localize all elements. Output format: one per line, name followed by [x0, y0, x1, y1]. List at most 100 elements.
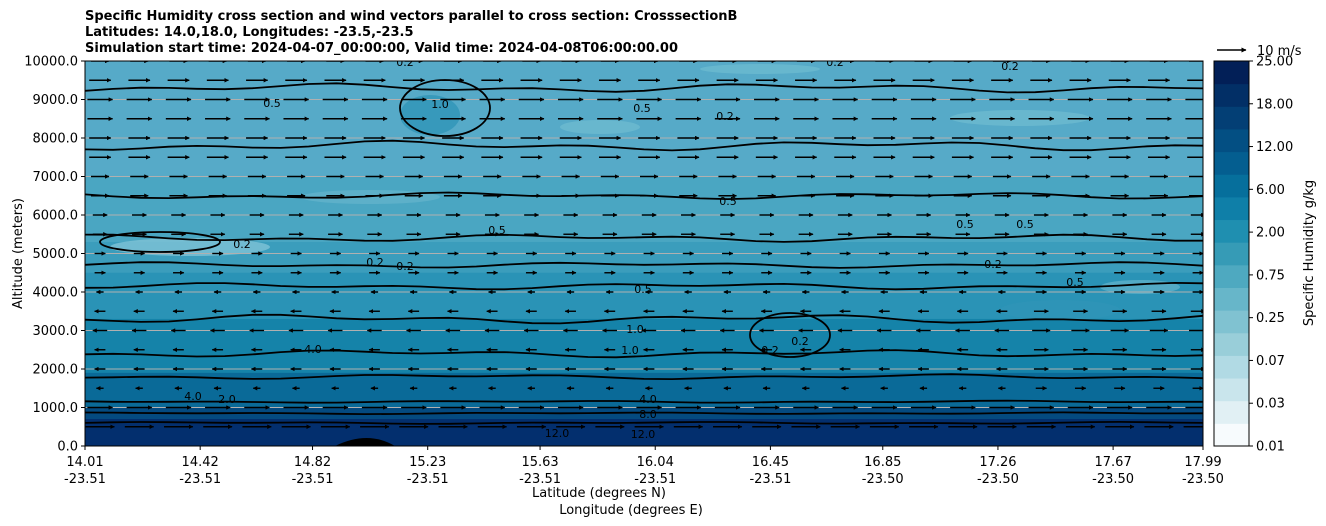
colorbar-tick-label: 18.00 — [1256, 97, 1293, 112]
wind-reference-label: 10 m/s — [1257, 44, 1302, 59]
contour-label: 1.0 — [431, 98, 449, 111]
colorbar-tick-label: 0.01 — [1256, 440, 1285, 455]
x-tick-label-lon: -23.50 — [977, 472, 1019, 487]
x-tick-label-lon: -23.51 — [749, 472, 791, 487]
x-tick-label-lon: -23.51 — [407, 472, 449, 487]
contour-line — [85, 233, 1203, 243]
contour-label: 0.5 — [1066, 276, 1084, 289]
humidity-patch — [700, 64, 820, 74]
y-tick-label: 6000.0 — [33, 209, 79, 224]
x-tick-label-lon: -23.50 — [1182, 472, 1224, 487]
contour-label: 0.2 — [791, 335, 809, 348]
colorbar-segment — [1214, 423, 1249, 447]
x-tick-label-lon: -23.51 — [634, 472, 676, 487]
colorbar-segment — [1214, 174, 1249, 198]
x-tick-label-lat: 17.99 — [1184, 455, 1221, 470]
x-tick-label-lat: 14.01 — [66, 455, 103, 470]
x-tick-label-lat: 14.82 — [294, 455, 331, 470]
x-tick-label-lat: 16.04 — [637, 455, 674, 470]
contour-line — [85, 313, 1203, 325]
colorbar-segment — [1214, 400, 1249, 424]
contour-loop — [749, 312, 831, 358]
colorbar-segment — [1214, 196, 1249, 221]
x-axis-label-lat: Latitude (degrees N) — [532, 486, 666, 501]
humidity-patch — [560, 120, 640, 134]
contour-label: 0.2 — [984, 258, 1002, 271]
chart-subtitle-lat-lon: Latitudes: 14.0,18.0, Longitudes: -23.5,… — [85, 25, 414, 40]
colorbar-tick-label: 6.00 — [1256, 183, 1285, 198]
x-tick-label-lat: 17.67 — [1095, 455, 1132, 470]
colorbar-tick-label: 0.75 — [1256, 268, 1285, 283]
contour-label: 12.0 — [631, 428, 656, 441]
colorbar-segment — [1214, 106, 1249, 130]
colorbar-segment — [1214, 83, 1249, 107]
contour-label: 0.2 — [1001, 60, 1019, 73]
contour-label: 0.2 — [761, 344, 779, 357]
contour-label: 0.2 — [366, 256, 384, 269]
contour-label: 1.0 — [626, 323, 644, 336]
contour-label: 0.2 — [396, 260, 414, 273]
contour-label: 4.0 — [184, 390, 202, 403]
x-tick-label-lat: 14.42 — [182, 455, 219, 470]
colorbar-segment — [1214, 242, 1249, 266]
terrain — [335, 438, 395, 446]
contour-label: 0.5 — [634, 283, 652, 296]
contour-label: 0.2 — [233, 238, 251, 251]
colorbar-tick-label: 12.00 — [1256, 140, 1293, 155]
y-tick-label: 9000.0 — [33, 93, 79, 108]
x-tick-label-lat: 16.85 — [864, 455, 901, 470]
contour-loop — [99, 231, 221, 253]
contour-line — [85, 281, 1203, 291]
x-tick-label-lat: 17.26 — [979, 455, 1016, 470]
colorbar-segment — [1214, 332, 1249, 356]
y-axis-label: Altitude (meters) — [11, 198, 26, 309]
chart-title: Specific Humidity cross section and wind… — [85, 9, 738, 24]
x-axis-label-lon: Longitude (degrees E) — [559, 503, 703, 518]
y-tick-label: 0.0 — [57, 440, 78, 455]
x-tick-label-lat: 16.45 — [752, 455, 789, 470]
contour-label: 4.0 — [639, 393, 657, 406]
contour-line — [85, 261, 1203, 269]
contour-label: 8.0 — [639, 408, 657, 421]
x-tick-label-lon: -23.51 — [292, 472, 334, 487]
y-tick-label: 3000.0 — [33, 324, 79, 339]
contour-label: 0.5 — [956, 218, 974, 231]
y-tick-label: 7000.0 — [33, 170, 79, 185]
x-tick-label-lat: 15.23 — [409, 455, 446, 470]
contour-line — [85, 82, 1203, 94]
colorbar-label: Specific Humidity g/kg — [1302, 180, 1317, 326]
colorbar-segment — [1214, 287, 1249, 311]
contour-line — [85, 349, 1203, 359]
plot-area: 0.5 0.2 1.0 0.5 0.2 0.2 0.2 0.5 0.5 0.5 0.5 0.2 0.2 0… — [85, 56, 1203, 446]
colorbar-frame — [1213, 60, 1250, 447]
contour-label: 2.0 — [218, 393, 236, 406]
colorbar-segment — [1214, 378, 1249, 402]
colorbar-segment — [1214, 219, 1249, 243]
contour-line — [85, 411, 1203, 416]
contour-label: 0.5 — [488, 224, 506, 237]
contour-label: 12.0 — [545, 427, 570, 440]
humidity-patch — [400, 95, 460, 135]
colorbar-tick-label: 0.03 — [1256, 397, 1285, 412]
humidity-patch — [1000, 300, 1120, 320]
contour-line — [85, 420, 1203, 425]
contour-label: 0.2 — [826, 56, 844, 69]
contour-label: 0.5 — [633, 102, 651, 115]
y-tick-label: 8000.0 — [33, 132, 79, 147]
contour-label: 0.2 — [716, 110, 734, 123]
contour-line — [85, 399, 1203, 404]
contour-label: 0.5 — [1016, 218, 1034, 231]
chart-subtitle-times: Simulation start time: 2024-04-07_00:00:… — [85, 41, 678, 56]
colorbar-segment — [1214, 61, 1249, 85]
y-tick-label: 4000.0 — [33, 286, 79, 301]
y-tick-label: 2000.0 — [33, 363, 79, 378]
colorbar-segment — [1214, 264, 1249, 288]
y-tick-label: 1000.0 — [33, 401, 79, 416]
contour-label: 0.2 — [396, 56, 414, 69]
colorbar-segment — [1214, 128, 1249, 153]
chart-title-block: Specific Humidity cross section and wind… — [85, 9, 737, 57]
x-tick-label-lon: -23.51 — [179, 472, 221, 487]
contour-label: 4.0 — [304, 343, 322, 356]
y-tick-label: 10000.0 — [24, 55, 78, 70]
